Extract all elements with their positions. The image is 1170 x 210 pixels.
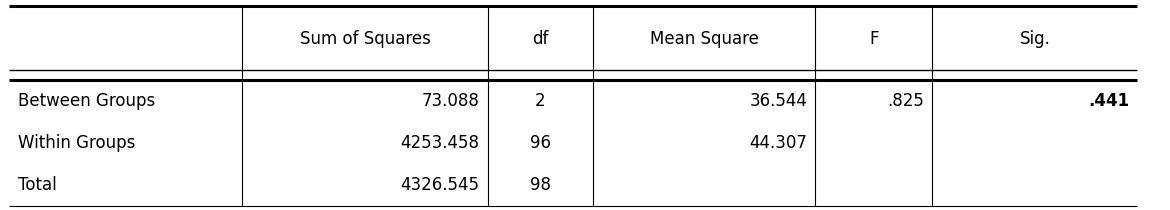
Text: Mean Square: Mean Square — [649, 30, 759, 48]
Text: .825: .825 — [887, 92, 924, 110]
Text: Sum of Squares: Sum of Squares — [300, 30, 431, 48]
Text: 96: 96 — [530, 134, 551, 152]
Text: Between Groups: Between Groups — [18, 92, 154, 110]
Text: Within Groups: Within Groups — [18, 134, 135, 152]
Text: 98: 98 — [530, 176, 551, 194]
Text: .441: .441 — [1088, 92, 1129, 110]
Text: Total: Total — [18, 176, 56, 194]
Text: 36.544: 36.544 — [750, 92, 807, 110]
Text: 44.307: 44.307 — [750, 134, 807, 152]
Text: Sig.: Sig. — [1020, 30, 1051, 48]
Text: 4253.458: 4253.458 — [400, 134, 480, 152]
Text: 73.088: 73.088 — [422, 92, 480, 110]
Text: df: df — [532, 30, 549, 48]
Text: 4326.545: 4326.545 — [400, 176, 480, 194]
Text: F: F — [869, 30, 879, 48]
Text: 2: 2 — [535, 92, 546, 110]
